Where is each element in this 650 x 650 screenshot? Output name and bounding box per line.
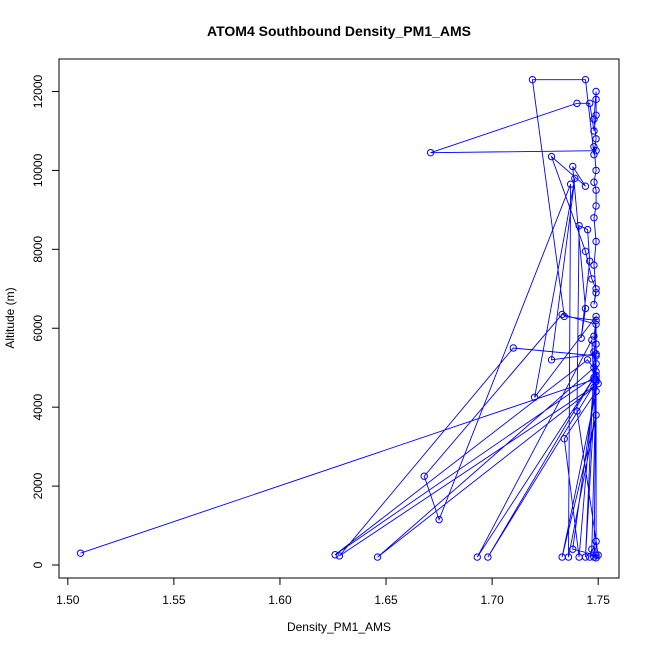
- data-point: [590, 364, 598, 372]
- data-point: [509, 344, 518, 352]
- data-point: [581, 75, 590, 84]
- data-point: [581, 304, 590, 313]
- data-point: [592, 352, 600, 360]
- data-point: [590, 332, 598, 340]
- data-point: [573, 99, 581, 108]
- y-tick-label: 6000: [31, 315, 45, 342]
- data-point: [586, 257, 594, 265]
- data-point: [575, 221, 583, 230]
- data-point: [530, 393, 539, 402]
- data-point: [592, 320, 600, 329]
- data-point: [594, 379, 602, 388]
- data-point: [569, 162, 577, 171]
- data-point: [586, 99, 594, 108]
- data-point: [335, 552, 344, 560]
- data-point: [566, 180, 575, 188]
- x-tick-label: 1.50: [56, 593, 80, 607]
- data-point: [590, 115, 598, 123]
- data-point: [547, 356, 556, 364]
- data-point: [588, 545, 596, 553]
- x-tick-label: 1.75: [587, 593, 611, 607]
- data-point: [592, 111, 600, 119]
- data-point: [592, 537, 600, 546]
- data-point: [588, 336, 596, 344]
- data-point: [592, 202, 600, 210]
- data-point: [528, 75, 537, 84]
- data-point: [590, 300, 598, 309]
- data-point: [592, 166, 600, 175]
- data-point: [592, 316, 600, 325]
- data-point: [581, 553, 590, 561]
- x-tick-label: 1.60: [268, 593, 292, 607]
- data-point: [592, 371, 600, 380]
- data-point: [592, 186, 600, 194]
- data-point: [577, 334, 585, 342]
- data-point: [581, 247, 590, 256]
- data-point: [590, 150, 598, 159]
- y-tick-label: 12000: [31, 74, 45, 108]
- data-point: [592, 289, 600, 297]
- y-tick-label: 8000: [31, 236, 45, 263]
- y-tick-label: 4000: [31, 393, 45, 420]
- data-point: [590, 375, 598, 384]
- data-point: [473, 553, 481, 561]
- data-point: [592, 387, 600, 396]
- data-point: [592, 87, 600, 96]
- data-point: [571, 174, 579, 183]
- data-point: [592, 340, 600, 348]
- data-point: [590, 127, 598, 135]
- data-point: [592, 375, 600, 384]
- data-point: [426, 148, 435, 157]
- data-point: [547, 152, 556, 161]
- x-tick-label: 1.65: [374, 593, 398, 607]
- data-point: [573, 407, 581, 415]
- data-point: [590, 143, 598, 151]
- data-point: [588, 275, 596, 283]
- data-point: [592, 146, 600, 155]
- x-axis-label: Density_PM1_AMS: [287, 620, 391, 634]
- y-axis: 0 2000 4000 6000 8000 10000 12000: [31, 74, 60, 568]
- data-point: [592, 411, 600, 419]
- data-point: [331, 551, 339, 559]
- data-point: [592, 285, 600, 293]
- x-axis: 1.50 1.55 1.60 1.65 1.70 1.75: [56, 577, 611, 607]
- y-tick-label: 0: [31, 561, 45, 568]
- data-point: [590, 373, 598, 382]
- data-point: [583, 225, 592, 234]
- data-point: [590, 178, 598, 186]
- data-point: [592, 135, 600, 143]
- data-point: [590, 261, 598, 269]
- data-point: [592, 360, 600, 368]
- data-point: [592, 237, 600, 246]
- y-tick-label: 10000: [31, 153, 45, 187]
- data-point: [581, 182, 590, 190]
- data-point: [484, 553, 492, 561]
- data-point: [420, 472, 428, 480]
- data-point: [558, 553, 566, 561]
- data-point: [592, 350, 600, 358]
- data-point: [594, 551, 602, 559]
- data-point: [558, 310, 566, 319]
- x-tick-label: 1.55: [162, 593, 186, 607]
- y-axis-label: Altitude (m): [3, 287, 17, 348]
- data-point: [583, 356, 592, 364]
- y-tick-label: 2000: [31, 472, 45, 499]
- data-point: [592, 312, 600, 321]
- data-point: [560, 435, 568, 443]
- x-tick-label: 1.70: [480, 593, 504, 607]
- data-point: [560, 312, 568, 321]
- data-point: [590, 348, 598, 356]
- series-points: [76, 75, 602, 562]
- data-point: [592, 551, 600, 559]
- chart-title: ATOM4 Southbound Density_PM1_AMS: [207, 23, 471, 39]
- data-point: [373, 553, 382, 561]
- data-point: [590, 214, 598, 222]
- data-point: [592, 95, 600, 104]
- data-point: [569, 545, 577, 553]
- data-point: [435, 515, 443, 524]
- data-point: [76, 549, 85, 557]
